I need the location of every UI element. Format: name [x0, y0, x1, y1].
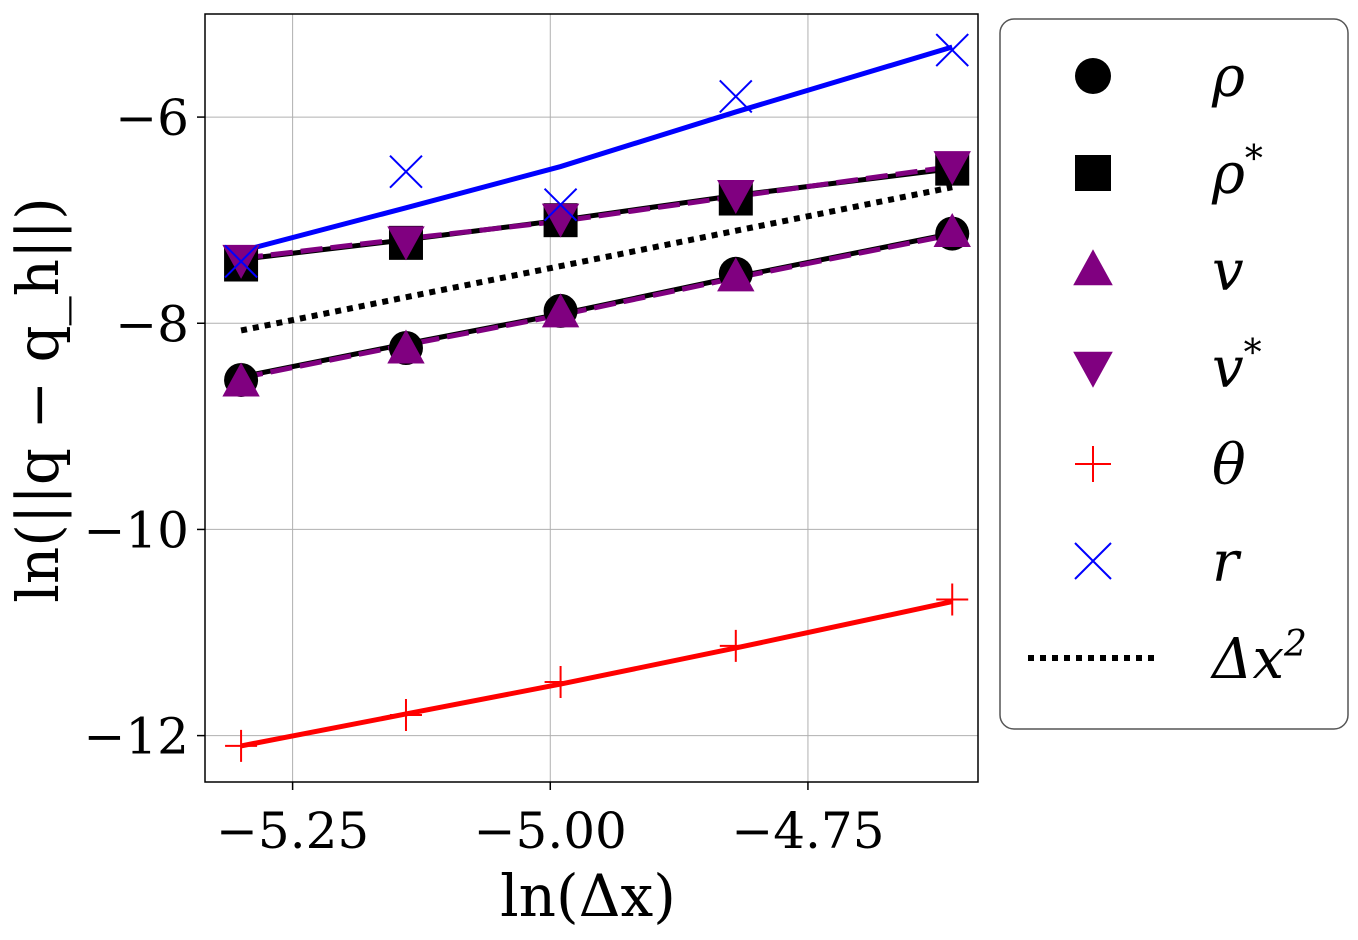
y-tick-label: −8	[115, 295, 189, 353]
data-point-θ	[389, 698, 422, 731]
y-tick-label: −12	[83, 708, 189, 766]
data-point-v	[387, 329, 425, 364]
data-point-r	[543, 188, 578, 222]
data-point-θ	[936, 583, 969, 616]
x-tick-label: −5.00	[474, 802, 627, 860]
legend-marker-r	[1074, 542, 1112, 580]
legend-marker-v-star	[1073, 351, 1113, 388]
data-point-v	[222, 362, 260, 397]
legend-label-ρ: ρ	[1211, 45, 1245, 110]
data-point-v-star	[541, 203, 580, 238]
legend-marker-θ	[1075, 446, 1111, 482]
data-point-θ	[719, 629, 752, 662]
x-tick-label: −5.25	[216, 802, 369, 860]
data-point-v-star	[717, 179, 755, 214]
data-point-r	[389, 155, 423, 189]
fit-line-θ	[240, 599, 953, 749]
legend-label-v: v	[1212, 239, 1244, 304]
data-point-v	[541, 293, 580, 328]
data-point-v-star	[387, 226, 425, 261]
legend-marker-ρ	[1075, 58, 1111, 94]
y-axis-label: ln(||q − q_h||)	[4, 197, 72, 602]
reference-line-dx2	[240, 184, 953, 334]
data-point-v	[933, 212, 971, 247]
ticks: −5.25 −5.00 −4.75 −6 −8 −10 −12	[83, 89, 884, 860]
legend-label-r: r	[1212, 530, 1242, 595]
data-point-r	[719, 79, 753, 114]
fit-line-v	[240, 232, 953, 381]
x-axis-label: ln(Δx)	[500, 862, 676, 930]
grid	[205, 14, 978, 782]
legend-label-θ: θ	[1212, 433, 1246, 498]
y-tick-label: −10	[83, 501, 189, 559]
legend-marker-ρ-star	[1075, 155, 1111, 191]
x-tick-label: −4.75	[731, 802, 884, 860]
legend-frame	[999, 18, 1349, 730]
data-point-v-star	[933, 151, 971, 186]
y-tick-label: −6	[115, 89, 189, 147]
data-point-v	[717, 257, 755, 292]
legend-marker-v	[1073, 249, 1113, 286]
data-point-r	[935, 33, 969, 67]
fit-line-v-star	[240, 164, 953, 261]
plot-frame	[204, 13, 979, 783]
data-point-θ	[544, 666, 577, 699]
data-point-θ	[225, 729, 258, 762]
fit-line-r	[240, 44, 953, 254]
data-point-r	[224, 244, 258, 279]
series-layer	[222, 33, 971, 762]
